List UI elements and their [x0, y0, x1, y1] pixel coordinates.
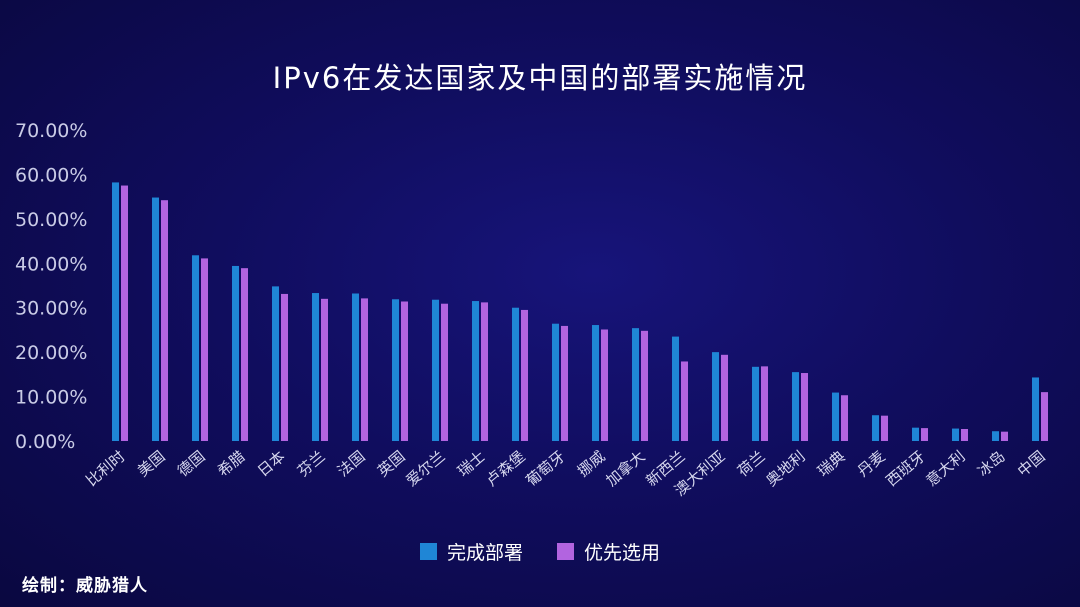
x-tick-label: 法国: [334, 447, 369, 480]
bar-series-2[interactable]: [961, 429, 968, 441]
x-tick-label: 日本: [254, 447, 289, 480]
bar-series-1[interactable]: [312, 293, 319, 441]
legend-label-series-1: 完成部署: [446, 542, 523, 564]
bar-series-2[interactable]: [321, 298, 328, 441]
bar-series-2[interactable]: [681, 361, 688, 441]
bar-series-2[interactable]: [561, 325, 568, 441]
bar-series-2[interactable]: [1041, 392, 1048, 441]
legend-label-series-2: 优先选用: [584, 542, 661, 564]
legend-item-series-2[interactable]: 优先选用: [557, 538, 660, 565]
y-tick-label: 20.00%: [15, 342, 87, 364]
bar-series-2[interactable]: [721, 354, 728, 441]
bar-series-2[interactable]: [761, 366, 768, 441]
bar-series-1[interactable]: [352, 293, 359, 441]
y-tick-label: 0.00%: [15, 431, 75, 453]
bar-series-1[interactable]: [632, 328, 639, 441]
x-tick-label: 卢森堡: [483, 447, 529, 490]
bar-series-2[interactable]: [241, 268, 248, 441]
bar-series-1[interactable]: [592, 325, 599, 441]
bar-series-1[interactable]: [912, 427, 919, 441]
bar-series-1[interactable]: [672, 336, 679, 441]
bar-series-1[interactable]: [512, 307, 519, 441]
legend-swatch-series-1: [419, 543, 437, 560]
bar-series-1[interactable]: [872, 415, 879, 441]
x-tick-label: 加拿大: [603, 447, 649, 490]
y-tick-label: 70.00%: [15, 120, 87, 142]
x-tick-label: 奥地利: [763, 447, 809, 490]
x-tick-label: 瑞典: [814, 447, 849, 480]
x-tick-label: 中国: [1014, 447, 1049, 480]
bar-series-2[interactable]: [641, 330, 648, 441]
bar-series-1[interactable]: [112, 182, 119, 441]
bar-series-2[interactable]: [441, 303, 448, 441]
y-axis-ticks: 70.00% 60.00% 50.00% 40.00% 30.00% 20.00% 10.0…: [15, 120, 87, 453]
bar-series-1[interactable]: [552, 323, 559, 441]
bar-group: [112, 182, 1048, 441]
bar-series-1[interactable]: [152, 197, 159, 441]
x-tick-label: 德国: [174, 447, 209, 480]
bar-series-2[interactable]: [401, 301, 408, 441]
y-tick-label: 50.00%: [15, 209, 87, 231]
bar-series-1[interactable]: [472, 301, 479, 441]
credit-text: 绘制：威胁猎人: [22, 576, 148, 596]
x-tick-label: 爱尔兰: [403, 447, 449, 490]
bar-series-2[interactable]: [801, 373, 808, 441]
bar-series-2[interactable]: [841, 395, 848, 441]
y-tick-label: 40.00%: [15, 253, 87, 275]
bar-series-1[interactable]: [992, 431, 999, 441]
bar-series-1[interactable]: [712, 352, 719, 441]
bar-series-1[interactable]: [192, 255, 199, 441]
legend: 完成部署 优先选用: [0, 538, 1080, 565]
bar-series-1[interactable]: [1032, 377, 1039, 441]
x-tick-label: 冰岛: [974, 447, 1009, 480]
chart-title: IPv6在发达国家及中国的部署实施情况: [272, 61, 808, 95]
x-tick-label: 意大利: [923, 447, 969, 490]
bar-series-1[interactable]: [792, 372, 799, 441]
x-tick-label: 芬兰: [294, 447, 329, 480]
legend-swatch-series-2: [557, 543, 574, 560]
x-tick-label: 希腊: [214, 447, 249, 480]
bar-series-2[interactable]: [921, 428, 928, 441]
bar-series-1[interactable]: [952, 428, 959, 441]
bar-series-1[interactable]: [432, 299, 439, 441]
bar-series-2[interactable]: [881, 415, 888, 441]
y-tick-label: 10.00%: [15, 387, 87, 409]
bar-series-1[interactable]: [392, 299, 399, 441]
bar-series-2[interactable]: [281, 293, 288, 441]
y-tick-label: 60.00%: [15, 164, 87, 186]
x-tick-label: 比利时: [83, 447, 129, 490]
bar-series-1[interactable]: [832, 392, 839, 441]
bar-series-2[interactable]: [201, 258, 208, 441]
x-tick-label: 美国: [134, 447, 169, 480]
bar-series-1[interactable]: [752, 366, 759, 441]
bar-series-2[interactable]: [1001, 431, 1008, 441]
bar-series-2[interactable]: [521, 309, 528, 441]
bar-series-2[interactable]: [601, 329, 608, 441]
legend-item-series-1[interactable]: 完成部署: [419, 538, 523, 565]
bar-series-2[interactable]: [481, 302, 488, 441]
x-tick-label: 葡萄牙: [523, 447, 569, 490]
bar-series-2[interactable]: [361, 298, 368, 441]
bar-series-1[interactable]: [232, 265, 239, 441]
bar-series-2[interactable]: [121, 185, 128, 441]
x-tick-label: 西班牙: [883, 447, 929, 490]
y-tick-label: 30.00%: [15, 298, 87, 320]
bar-series-2[interactable]: [161, 200, 168, 441]
bar-series-1[interactable]: [272, 286, 279, 441]
